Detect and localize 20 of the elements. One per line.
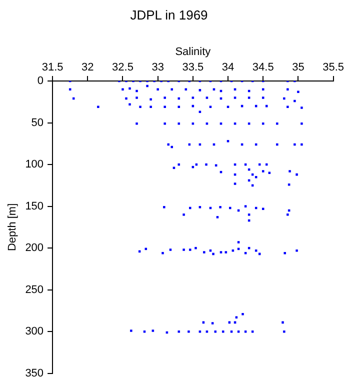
y-tick-label: 150 bbox=[25, 200, 44, 212]
y-tick-label: 100 bbox=[25, 158, 44, 171]
x-axis-title: Salinity bbox=[175, 46, 212, 58]
y-tick-label: 50 bbox=[31, 116, 44, 129]
x-tick-label: 34.5 bbox=[252, 61, 274, 74]
x-tick-label: 31.5 bbox=[42, 61, 64, 74]
y-tick-label: 0 bbox=[37, 75, 44, 88]
y-tick-label: 200 bbox=[25, 242, 44, 254]
y-tick-label: 250 bbox=[25, 284, 44, 296]
x-tick-label: 32.5 bbox=[112, 61, 134, 74]
x-tick-label: 33.5 bbox=[182, 61, 204, 74]
x-tick-label: 35 bbox=[292, 61, 304, 74]
x-tick-label: 35.5 bbox=[322, 61, 344, 74]
y-tick-label: 350 bbox=[25, 367, 44, 380]
chart-title: JDPL in 1969 bbox=[130, 7, 208, 22]
x-tick-label: 32 bbox=[82, 61, 94, 74]
y-axis-title: Depth [m] bbox=[6, 203, 19, 252]
x-tick-label: 33 bbox=[152, 61, 164, 74]
y-tick-label: 300 bbox=[25, 326, 44, 338]
x-tick-label: 34 bbox=[222, 61, 234, 74]
